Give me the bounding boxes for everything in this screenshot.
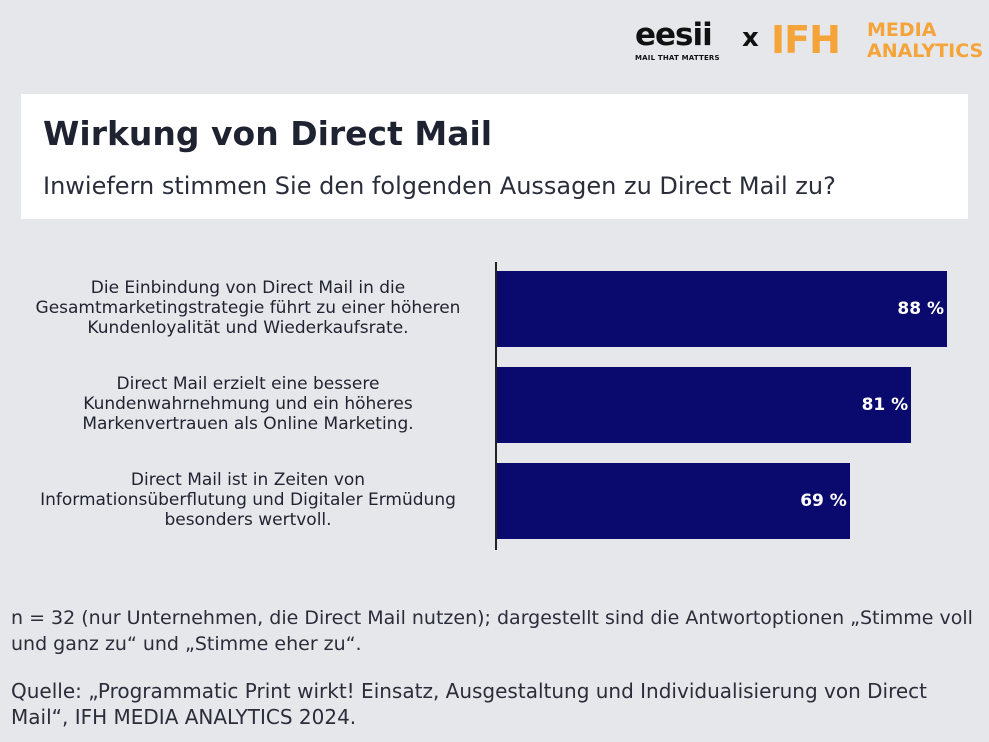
bar-value-label: 69 % — [800, 491, 847, 511]
ifh-logo: IFH — [771, 18, 841, 62]
page-subtitle: Inwiefern stimmen Sie den folgenden Auss… — [43, 172, 836, 200]
ifh-sub-line2: ANALYTICS — [867, 40, 984, 62]
eesii-tagline: MAIL THAT MATTERS — [635, 54, 720, 62]
logo-separator: x — [742, 23, 759, 53]
category-label: Direct Mail erzielt eine bessere Kundenwa… — [82, 374, 414, 434]
category-label: Direct Mail ist in Zeiten von Information… — [40, 470, 456, 530]
bar-value-label: 88 % — [897, 299, 944, 319]
bar: 88 % — [497, 271, 947, 347]
category-label: Die Einbindung von Direct Mail in die Ges… — [35, 278, 461, 338]
source-note: Quelle: „Programmatic Print wirkt! Einsa… — [11, 679, 928, 729]
sample-note: n = 32 (nur Unternehmen, die Direct Mail… — [11, 607, 973, 655]
eesii-logo: eesii MAIL THAT MATTERS — [635, 18, 735, 62]
bar-chart: Die Einbindung von Direct Mail in die Ges… — [0, 260, 989, 555]
partner-logos: eesii MAIL THAT MATTERS x IFH MEDIA ANAL… — [635, 18, 983, 66]
bar: 69 % — [497, 463, 850, 539]
ifh-media-analytics-logo: MEDIA ANALYTICS — [867, 20, 983, 62]
title-card: Wirkung von Direct Mail Inwiefern stimme… — [21, 94, 968, 219]
eesii-wordmark: eesii — [635, 17, 713, 53]
bar-value-label: 81 % — [861, 395, 909, 415]
page-title: Wirkung von Direct Mail — [43, 114, 493, 153]
ifh-sub-line1: MEDIA — [867, 19, 937, 41]
chart-axis-line — [495, 262, 497, 550]
bar: 81 % — [497, 367, 912, 443]
